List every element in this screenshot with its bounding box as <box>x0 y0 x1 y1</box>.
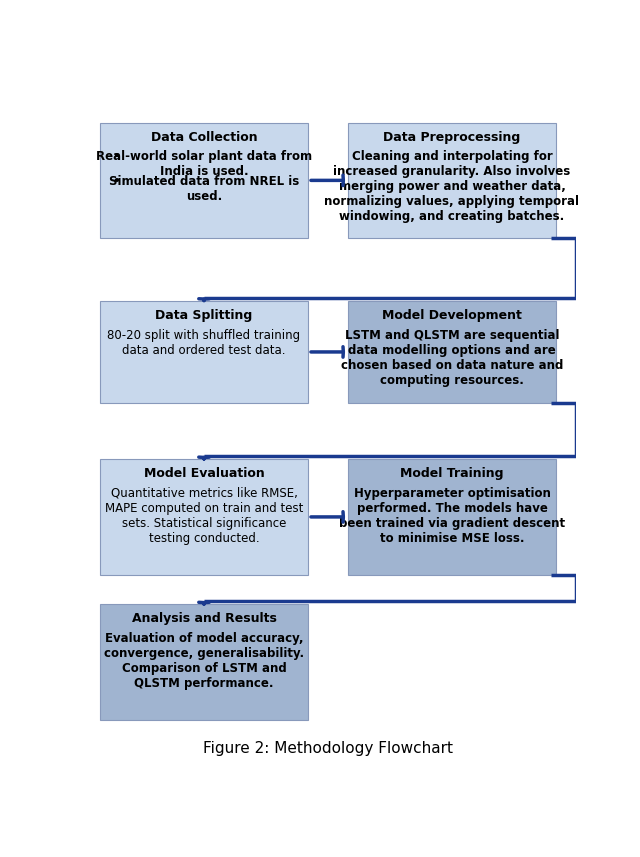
Text: Analysis and Results: Analysis and Results <box>132 612 276 626</box>
Text: •: • <box>112 175 120 188</box>
FancyBboxPatch shape <box>100 301 308 403</box>
Text: Evaluation of model accuracy,
convergence, generalisability.
Comparison of LSTM : Evaluation of model accuracy, convergenc… <box>104 632 304 690</box>
Text: Hyperparameter optimisation
performed. The models have
been trained via gradient: Hyperparameter optimisation performed. T… <box>339 487 565 545</box>
Text: •: • <box>112 150 120 164</box>
Text: Model Development: Model Development <box>382 309 522 321</box>
Text: Data Preprocessing: Data Preprocessing <box>383 130 520 144</box>
Text: Cleaning and interpolating for
increased granularity. Also involves
merging powe: Cleaning and interpolating for increased… <box>324 150 579 224</box>
Text: Model Evaluation: Model Evaluation <box>143 467 264 480</box>
Text: Model Training: Model Training <box>400 467 504 480</box>
Text: LSTM and QLSTM are sequential
data modelling options and are
chosen based on dat: LSTM and QLSTM are sequential data model… <box>341 328 563 387</box>
FancyBboxPatch shape <box>100 459 308 575</box>
Text: Simulated data from NREL is
used.: Simulated data from NREL is used. <box>109 175 299 203</box>
Text: Real-world solar plant data from
India is used.: Real-world solar plant data from India i… <box>96 150 312 178</box>
Text: Figure 2: Methodology Flowchart: Figure 2: Methodology Flowchart <box>203 740 453 756</box>
FancyBboxPatch shape <box>348 123 556 238</box>
FancyBboxPatch shape <box>348 459 556 575</box>
Text: Data Collection: Data Collection <box>150 130 257 144</box>
FancyBboxPatch shape <box>100 604 308 720</box>
FancyBboxPatch shape <box>348 301 556 403</box>
Text: 80-20 split with shuffled training
data and ordered test data.: 80-20 split with shuffled training data … <box>108 328 301 357</box>
Text: Quantitative metrics like RMSE,
MAPE computed on train and test
sets. Statistica: Quantitative metrics like RMSE, MAPE com… <box>105 487 303 545</box>
FancyBboxPatch shape <box>100 123 308 238</box>
Text: Data Splitting: Data Splitting <box>156 309 253 321</box>
